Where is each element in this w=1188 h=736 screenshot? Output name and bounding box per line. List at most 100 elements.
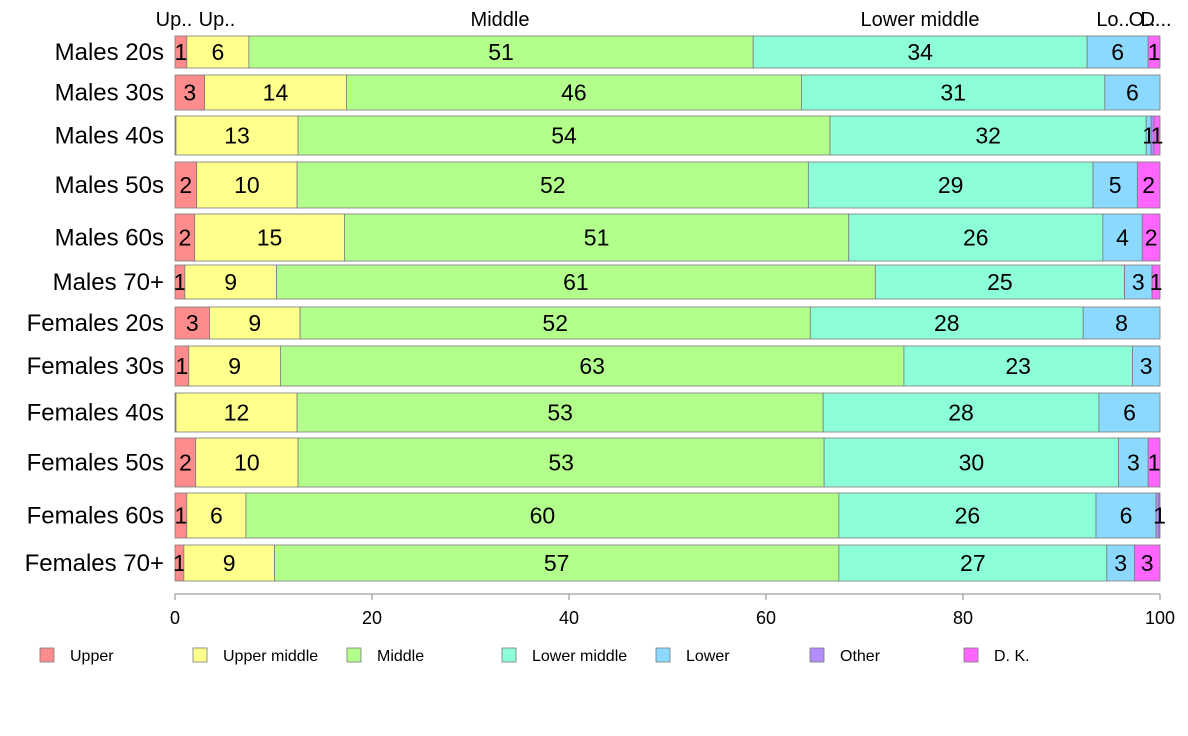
- segment-label: 3: [186, 310, 199, 336]
- legend-label: D. K.: [994, 648, 1030, 665]
- segment-label: 1: [1151, 123, 1164, 149]
- top-category-label: Middle: [471, 9, 530, 31]
- segment-label: 2: [1145, 225, 1158, 251]
- segment-label: 53: [548, 450, 574, 476]
- segment-label: 14: [263, 80, 289, 106]
- legend-swatch: [501, 647, 517, 663]
- bar-segment: [1082, 306, 1161, 340]
- segment-label: 3: [183, 80, 196, 106]
- row-label: Females 30s: [27, 353, 164, 380]
- segment-label: 1: [175, 39, 188, 65]
- legend-label: Lower middle: [532, 648, 627, 665]
- segment-label: 30: [959, 450, 985, 476]
- segment-label: 15: [257, 225, 283, 251]
- bar-segment: [276, 264, 876, 300]
- segment-label: 29: [938, 172, 964, 198]
- bar-segment: [809, 306, 1084, 340]
- bar-segment: [345, 74, 802, 111]
- segment-label: 9: [228, 353, 241, 379]
- bar-segment: [801, 74, 1106, 111]
- bar-segment: [175, 392, 298, 433]
- segment-label: 10: [234, 450, 260, 476]
- bar-segment: [874, 264, 1125, 300]
- bar-segment: [175, 115, 299, 156]
- segment-label: 1: [175, 353, 188, 379]
- segment-label: 1: [174, 269, 187, 295]
- bar-segment: [1147, 437, 1161, 488]
- segment-label: 1: [175, 503, 188, 529]
- segment-label: 32: [975, 123, 1001, 149]
- segment-label: 52: [540, 172, 566, 198]
- row-label: Females 20s: [27, 310, 164, 337]
- segment-label: 6: [1120, 503, 1133, 529]
- x-tick-label: 100: [1145, 608, 1175, 628]
- top-category-label: Lo..: [1096, 9, 1129, 31]
- bar-segment: [807, 161, 1094, 209]
- bar-segment: [297, 437, 825, 488]
- segment-label: 1: [173, 550, 186, 576]
- top-category-label: Lower middle: [861, 9, 980, 31]
- segment-label: 10: [234, 172, 260, 198]
- segment-label: 3: [1114, 550, 1127, 576]
- bar-segment: [838, 492, 1097, 539]
- row-label: Males 50s: [55, 172, 164, 199]
- segment-label: 26: [955, 503, 981, 529]
- bar-segment: [903, 345, 1133, 387]
- bar-segment: [1095, 492, 1157, 539]
- segment-label: 2: [178, 225, 191, 251]
- segment-label: 3: [1132, 269, 1145, 295]
- row-label: Females 40s: [27, 400, 164, 427]
- legend-swatch: [346, 647, 362, 663]
- segment-label: 51: [584, 225, 610, 251]
- legend-label: Upper: [70, 648, 114, 665]
- segment-label: 3: [1140, 353, 1153, 379]
- x-tick-label: 60: [756, 608, 776, 628]
- top-category-label: O..: [1129, 9, 1156, 31]
- bar-segment: [1118, 437, 1149, 488]
- segment-label: 3: [1141, 550, 1154, 576]
- bar-segment: [1141, 213, 1161, 262]
- segment-label: 28: [934, 310, 960, 336]
- x-tick-label: 80: [953, 608, 973, 628]
- segment-label: 26: [963, 225, 989, 251]
- bar-segment: [1133, 544, 1161, 582]
- bar-segment: [209, 306, 301, 340]
- segment-label: 61: [563, 269, 589, 295]
- segment-label: 4: [1116, 225, 1129, 251]
- bar-segment: [822, 392, 1100, 433]
- bar-segment: [1158, 492, 1161, 539]
- legend-label: Middle: [377, 648, 424, 665]
- segment-label: 5: [1109, 172, 1122, 198]
- segment-label: 23: [1005, 353, 1031, 379]
- bar-segment: [274, 544, 840, 582]
- bar-segment: [838, 544, 1108, 582]
- segment-label: 2: [179, 172, 192, 198]
- segment-label: 25: [987, 269, 1013, 295]
- bar-segment: [1147, 35, 1161, 69]
- bar-segment: [1132, 345, 1161, 387]
- segment-label: 46: [561, 80, 587, 106]
- bar-segment: [195, 437, 299, 488]
- segment-label: 9: [223, 550, 236, 576]
- bar-segment: [1092, 161, 1138, 209]
- segment-label: 54: [551, 123, 577, 149]
- x-tick-label: 40: [559, 608, 579, 628]
- legend-swatch: [809, 647, 825, 663]
- bar-segment: [823, 437, 1120, 488]
- segment-label: 6: [211, 39, 224, 65]
- legend-swatch: [655, 647, 671, 663]
- segment-label: 9: [224, 269, 237, 295]
- legend-label: Lower: [686, 648, 730, 665]
- segment-label: 1: [1150, 269, 1163, 295]
- segment-label: 28: [948, 400, 974, 426]
- row-label: Males 20s: [55, 39, 164, 66]
- segment-label: 12: [224, 400, 250, 426]
- segment-label: 63: [579, 353, 605, 379]
- bar-segment: [183, 544, 275, 582]
- segment-label: 51: [488, 39, 514, 65]
- bar-segment: [1124, 264, 1153, 300]
- x-tick-label: 20: [362, 608, 382, 628]
- segment-label: 1: [1148, 450, 1161, 476]
- segment-label: 27: [960, 550, 986, 576]
